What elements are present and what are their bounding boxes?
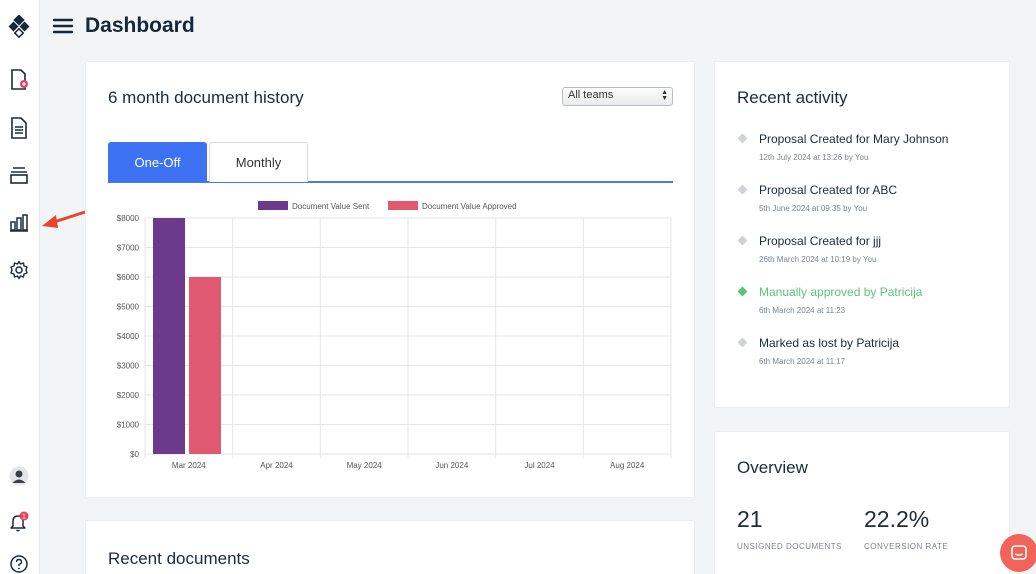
history-tabs: One-Off Monthly [108, 142, 673, 183]
activity-item-meta: 12th July 2024 at 13:26 by You [759, 153, 869, 162]
x-tick-label: Aug 2024 [610, 461, 645, 470]
conversion-rate-label: CONVERSION RATE [864, 542, 949, 551]
y-tick-label: $0 [130, 450, 139, 459]
activity-item[interactable]: Manually approved by Patricija 6th March… [737, 285, 997, 330]
activity-item-title: Manually approved by Patricija [759, 285, 923, 299]
top-bar: Dashboard [40, 0, 1036, 56]
recent-documents-title: Recent documents [108, 549, 250, 568]
activity-item-meta: 6th March 2024 at 11:17 [759, 357, 846, 366]
activity-item-title: Proposal Created for jjj [759, 234, 882, 248]
sidebar: 1 [0, 0, 40, 574]
documents-icon[interactable] [8, 117, 30, 139]
legend-swatch [388, 201, 418, 210]
new-document-icon[interactable] [8, 69, 30, 91]
y-tick-label: $5000 [117, 303, 140, 312]
y-tick-label: $7000 [117, 244, 140, 253]
activity-item[interactable]: Proposal Created for Mary Johnson 12th J… [737, 132, 997, 177]
recent-activity-card: Recent activity Proposal Created for Mar… [714, 61, 1010, 408]
activity-item-title: Marked as lost by Patricija [759, 336, 900, 350]
activity-item[interactable]: Marked as lost by Patricija 6th March 20… [737, 336, 997, 381]
history-title: 6 month document history [108, 88, 304, 107]
overview-title: Overview [737, 458, 808, 477]
activity-item[interactable]: Proposal Created for ABC 5th June 2024 a… [737, 183, 997, 228]
bullet-icon [737, 337, 748, 348]
x-tick-label: May 2024 [347, 461, 383, 470]
x-tick-label: Jul 2024 [524, 461, 555, 470]
x-tick-label: Jun 2024 [435, 461, 468, 470]
avatar[interactable] [8, 465, 30, 487]
x-tick-label: Mar 2024 [172, 461, 206, 470]
templates-icon[interactable] [8, 164, 30, 186]
bullet-icon [737, 286, 748, 297]
recent-documents-card: Recent documents [85, 520, 695, 574]
y-tick-label: $4000 [117, 332, 140, 341]
notification-count: 1 [22, 514, 26, 521]
tab-one-off[interactable]: One-Off [108, 142, 207, 182]
team-select[interactable]: All teams ▲ ▼ [562, 87, 673, 106]
settings-icon[interactable] [8, 259, 30, 281]
conversion-rate-value: 22.2% [864, 506, 930, 532]
tab-monthly[interactable]: Monthly [209, 142, 308, 182]
activity-item[interactable]: Proposal Created for jjj 26th March 2024… [737, 234, 997, 279]
activity-item-meta: 6th March 2024 at 11:23 [759, 306, 846, 315]
legend-swatch [258, 201, 288, 210]
bar-sent [153, 218, 185, 454]
team-select-value: All teams [568, 89, 614, 101]
bullet-icon [737, 133, 748, 144]
notifications-bell-icon[interactable]: 1 [8, 511, 30, 533]
document-history-card: 6 month document history All teams ▲ ▼ On… [85, 61, 695, 498]
menu-icon[interactable] [52, 16, 74, 36]
legend-label: Document Value Approved [422, 202, 517, 211]
y-tick-label: $6000 [117, 273, 140, 282]
y-tick-label: $8000 [117, 214, 140, 223]
legend-label: Document Value Sent [292, 202, 370, 211]
overview-card: Overview 21 UNSIGNED DOCUMENTS 22.2% CON… [714, 431, 1010, 574]
bar-approved [189, 277, 221, 454]
y-tick-label: $3000 [117, 362, 140, 371]
y-tick-label: $1000 [117, 421, 140, 430]
select-arrows-icon: ▲ ▼ [661, 89, 668, 102]
document-history-chart: $0 $1000 $2000 $3000 $4000 $5000 $6000 $7000 $80… [117, 201, 672, 470]
activity-item-meta: 26th March 2024 at 10:19 by You [759, 255, 877, 264]
help-icon[interactable] [8, 553, 30, 574]
activity-item-title: Proposal Created for ABC [759, 183, 898, 197]
unsigned-documents-value: 21 [737, 506, 763, 532]
page-title: Dashboard [85, 14, 195, 37]
y-tick-label: $2000 [117, 391, 140, 400]
activity-item-title: Proposal Created for Mary Johnson [759, 132, 949, 146]
chat-icon [1011, 545, 1027, 560]
x-tick-label: Apr 2024 [260, 461, 293, 470]
bullet-icon [737, 184, 748, 195]
bullet-icon [737, 235, 748, 246]
activity-title: Recent activity [737, 88, 848, 107]
chat-launcher-button[interactable] [1000, 534, 1036, 572]
analytics-icon[interactable] [8, 211, 30, 233]
activity-item-meta: 5th June 2024 at 09:35 by You [759, 204, 868, 213]
unsigned-documents-label: UNSIGNED DOCUMENTS [737, 542, 843, 551]
logo-icon[interactable] [8, 15, 30, 39]
